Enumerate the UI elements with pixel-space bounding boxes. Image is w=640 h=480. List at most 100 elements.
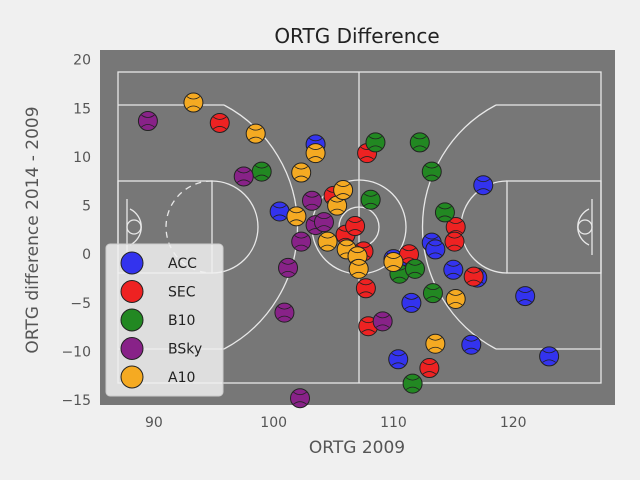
data-point-arc [375, 324, 390, 328]
data-point-arc [317, 215, 331, 220]
data-point-arc [425, 174, 439, 178]
data-point-acc [515, 286, 536, 307]
data-point-arc [308, 156, 323, 160]
data-point-acc [473, 175, 494, 196]
data-point-arc [356, 245, 371, 249]
y-tick-label: −10 [61, 345, 91, 361]
legend-label-acc: ACC [168, 256, 197, 272]
data-point-arc [375, 315, 390, 319]
data-point-arc [447, 235, 462, 239]
data-point-arc [336, 193, 350, 197]
data-point-arc [213, 116, 227, 120]
y-tick-label: 0 [82, 247, 91, 263]
data-point-arc [422, 361, 437, 365]
data-point-arc [350, 249, 365, 254]
data-point-arc [305, 194, 319, 198]
data-point-arc [428, 243, 443, 247]
data-point-a10 [291, 162, 312, 183]
data-point-arc [408, 262, 422, 266]
data-point-a10 [286, 206, 307, 227]
data-point-arc [361, 329, 376, 333]
right-lane [506, 180, 602, 274]
data-point-b10 [251, 161, 272, 182]
legend-label-bsky: BSky [168, 342, 202, 358]
data-point-arc [248, 127, 263, 131]
data-point-acc [539, 346, 560, 367]
data-point-arc [422, 371, 437, 375]
data-point-arc [438, 215, 452, 219]
data-point-arc [425, 236, 439, 240]
data-point-arc [351, 271, 366, 276]
data-point-arc [248, 136, 263, 140]
data-point-arc [277, 315, 292, 319]
data-point-bsky [278, 257, 299, 278]
left-restricted-arc [129, 208, 142, 246]
data-point-arc [428, 252, 443, 256]
legend-marker-a10 [120, 365, 144, 389]
data-point-sec [345, 216, 366, 237]
x-tick-label: 100 [260, 415, 287, 431]
data-point-a10 [245, 123, 266, 144]
data-point-arc [392, 276, 407, 281]
data-point-arc [293, 391, 307, 396]
legend-label-b10: B10 [168, 313, 195, 329]
data-point-bsky [274, 302, 295, 323]
data-point-a10 [317, 231, 338, 252]
chart-title: ORTG Difference [274, 24, 439, 48]
data-point-arc [363, 193, 378, 197]
data-point-arc [391, 362, 405, 366]
data-point-b10 [422, 283, 443, 304]
legend-marker-bsky [120, 337, 144, 360]
data-point-arc [320, 244, 335, 248]
data-point-arc [336, 183, 350, 187]
data-point-arc [294, 166, 308, 170]
data-point-arc [359, 281, 373, 286]
data-point-arc [466, 279, 481, 283]
data-point-sec [419, 358, 440, 379]
y-tick-label: 10 [73, 150, 91, 166]
data-point-bsky [372, 311, 393, 332]
x-tick-label: 120 [500, 415, 527, 431]
legend-label-a10: A10 [168, 370, 195, 386]
data-point-arc [448, 292, 463, 296]
data-point-arc [448, 302, 463, 306]
data-point-arc [330, 208, 344, 212]
data-point-arc [542, 359, 556, 363]
data-point-arc [281, 270, 295, 275]
data-point-arc [404, 305, 419, 310]
data-point-a10 [305, 143, 326, 164]
data-point-a10 [383, 252, 404, 273]
data-point-arc [320, 235, 335, 239]
data-point-sec [444, 231, 465, 252]
data-point-arc [448, 230, 463, 234]
data-point-arc [277, 306, 292, 310]
y-tick-label: −5 [70, 296, 91, 312]
data-point-arc [448, 220, 463, 224]
data-point-arc [305, 203, 319, 208]
legend-marker-b10 [120, 308, 144, 332]
data-point-arc [386, 255, 401, 259]
data-point-arc [413, 136, 427, 140]
legend-marker-sec [120, 280, 144, 303]
data-point-b10 [402, 373, 423, 394]
data-point-arc [294, 175, 308, 179]
data-point-bsky [290, 388, 311, 409]
data-point-arc [405, 377, 420, 381]
data-point-arc [404, 296, 419, 300]
x-tick-label: 110 [380, 415, 407, 431]
data-point-arc [476, 188, 490, 192]
data-point-acc [388, 349, 409, 370]
data-point-arc [363, 202, 378, 207]
data-point-arc [281, 261, 295, 265]
data-point-arc [446, 272, 461, 277]
data-point-arc [294, 244, 308, 248]
data-point-arc [518, 289, 532, 293]
data-point-arc [405, 386, 420, 390]
axis-ticks: 90 100 110 120 −15 −10 −5 0 5 10 15 20 [61, 53, 526, 431]
data-point-arc [308, 146, 323, 150]
data-point-arc [391, 352, 405, 357]
y-axis-label: ORTG difference 2014 - 2009 [23, 106, 43, 353]
data-point-acc [425, 239, 446, 260]
data-point-arc [386, 265, 401, 269]
